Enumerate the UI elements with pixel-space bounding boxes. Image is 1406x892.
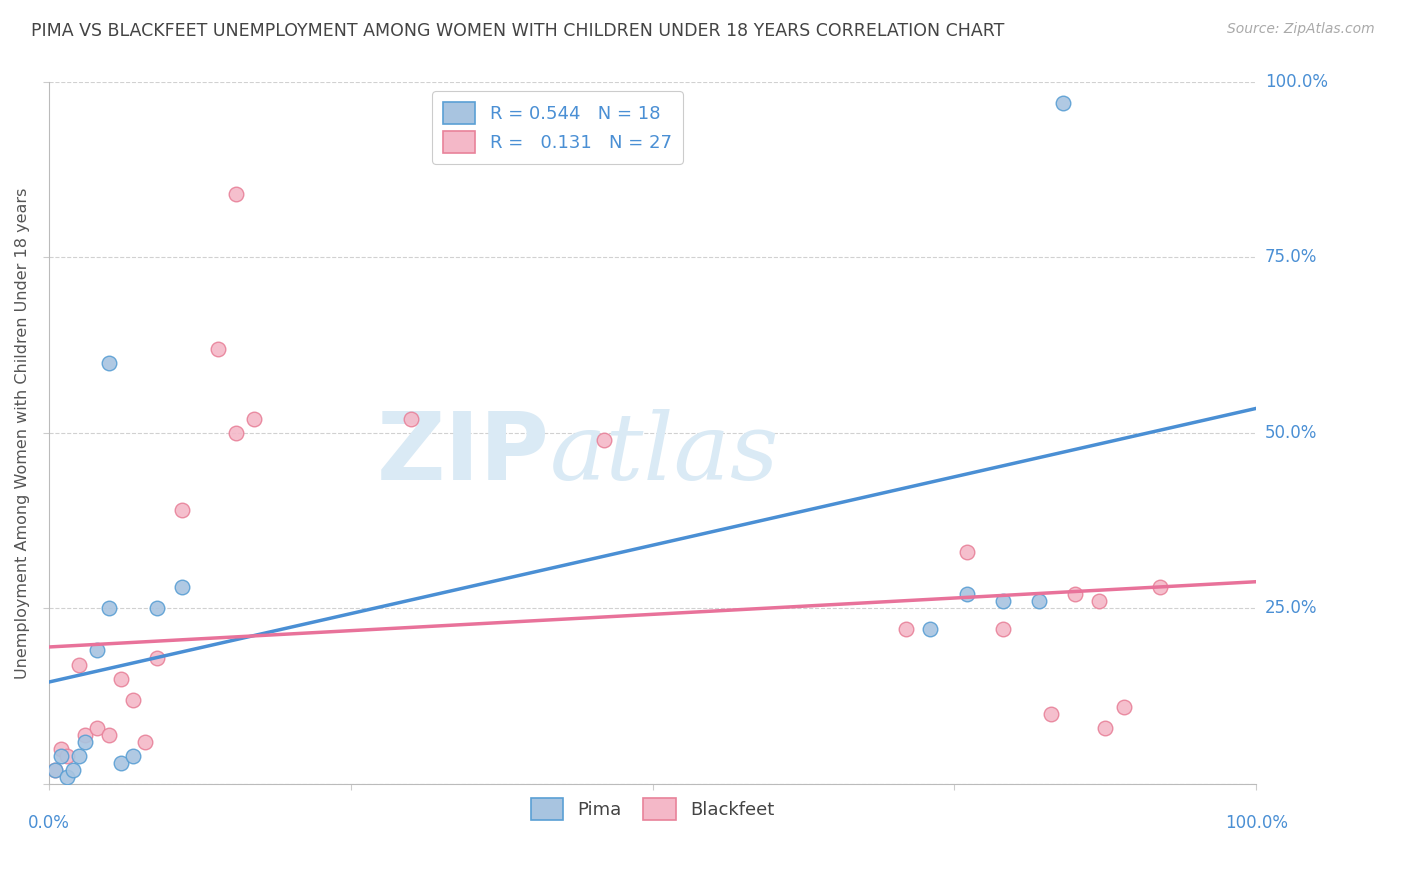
Point [49, 748, 72, 763]
Point [1088, 594, 1111, 608]
Point [896, 623, 918, 637]
Text: 75.0%: 75.0% [1265, 249, 1317, 267]
Text: atlas: atlas [550, 409, 779, 499]
Text: 25.0%: 25.0% [1265, 599, 1317, 617]
Point [170, 580, 193, 594]
Point [98, 601, 121, 615]
Point [73, 728, 96, 742]
Text: Source: ZipAtlas.com: Source: ZipAtlas.com [1227, 22, 1375, 37]
Text: 100.0%: 100.0% [1265, 73, 1327, 91]
Point [98, 356, 121, 370]
Point [146, 650, 169, 665]
Point [49, 741, 72, 756]
Point [110, 756, 132, 770]
Point [1028, 594, 1050, 608]
Point [225, 425, 247, 440]
Text: 100.0%: 100.0% [1225, 814, 1288, 832]
Point [1149, 580, 1171, 594]
Point [1052, 96, 1074, 111]
Point [170, 503, 193, 517]
Text: ZIP: ZIP [377, 408, 550, 500]
Point [920, 623, 942, 637]
Point [67, 748, 90, 763]
Legend: Pima, Blackfeet: Pima, Blackfeet [523, 791, 782, 828]
Point [146, 601, 169, 615]
Point [243, 412, 266, 426]
Point [73, 735, 96, 749]
Point [1112, 699, 1135, 714]
Point [991, 623, 1014, 637]
Point [67, 657, 90, 672]
Point [593, 433, 616, 447]
Point [110, 672, 132, 686]
Point [44, 763, 66, 777]
Point [955, 587, 977, 601]
Point [56, 770, 79, 784]
Point [44, 763, 66, 777]
Point [991, 594, 1014, 608]
Point [86, 643, 108, 657]
Point [225, 187, 247, 202]
Point [56, 748, 79, 763]
Text: PIMA VS BLACKFEET UNEMPLOYMENT AMONG WOMEN WITH CHILDREN UNDER 18 YEARS CORRELAT: PIMA VS BLACKFEET UNEMPLOYMENT AMONG WOM… [31, 22, 1004, 40]
Point [122, 692, 145, 706]
Point [98, 728, 121, 742]
Point [1040, 706, 1063, 721]
Point [399, 412, 422, 426]
Text: 0.0%: 0.0% [28, 814, 70, 832]
Point [134, 735, 156, 749]
Point [1094, 721, 1116, 735]
Point [955, 545, 977, 559]
Point [62, 763, 84, 777]
Point [122, 748, 145, 763]
Point [86, 721, 108, 735]
Point [1064, 587, 1087, 601]
Y-axis label: Unemployment Among Women with Children Under 18 years: Unemployment Among Women with Children U… [15, 187, 30, 679]
Point [207, 342, 229, 356]
Text: 50.0%: 50.0% [1265, 424, 1317, 442]
